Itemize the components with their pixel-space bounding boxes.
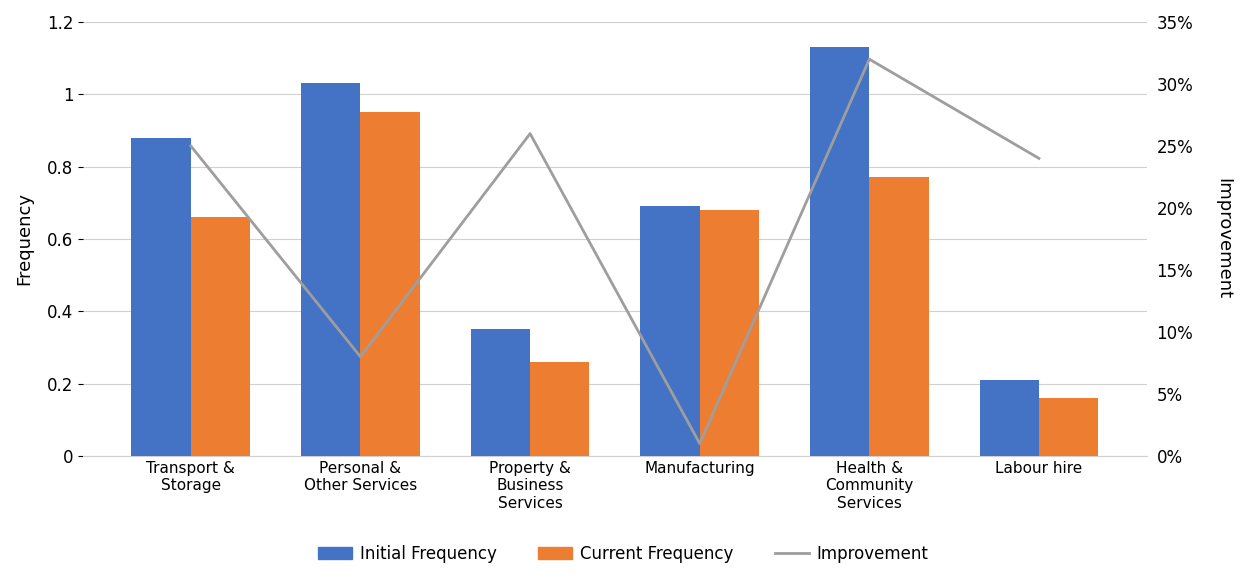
Bar: [700, 210, 759, 456]
Bar: [360, 112, 420, 456]
Bar: [530, 362, 590, 456]
Bar: [470, 329, 530, 456]
Y-axis label: Frequency: Frequency: [15, 193, 32, 286]
Bar: [980, 380, 1039, 456]
Bar: [301, 84, 360, 456]
Improvement: [692, 440, 707, 447]
Line: Improvement: Improvement: [191, 59, 1039, 443]
Bar: [641, 206, 700, 456]
Improvement: [522, 130, 537, 137]
Legend: Initial Frequency, Current Frequency, Improvement: Initial Frequency, Current Frequency, Im…: [312, 538, 935, 570]
Y-axis label: Improvement: Improvement: [1215, 178, 1232, 300]
Bar: [191, 217, 251, 456]
Bar: [869, 178, 929, 456]
Improvement: [353, 353, 368, 360]
Bar: [1039, 398, 1099, 456]
Bar: [131, 138, 191, 456]
Improvement: [1031, 155, 1046, 162]
Improvement: [862, 55, 877, 62]
Bar: [811, 47, 869, 456]
Improvement: [183, 142, 198, 150]
